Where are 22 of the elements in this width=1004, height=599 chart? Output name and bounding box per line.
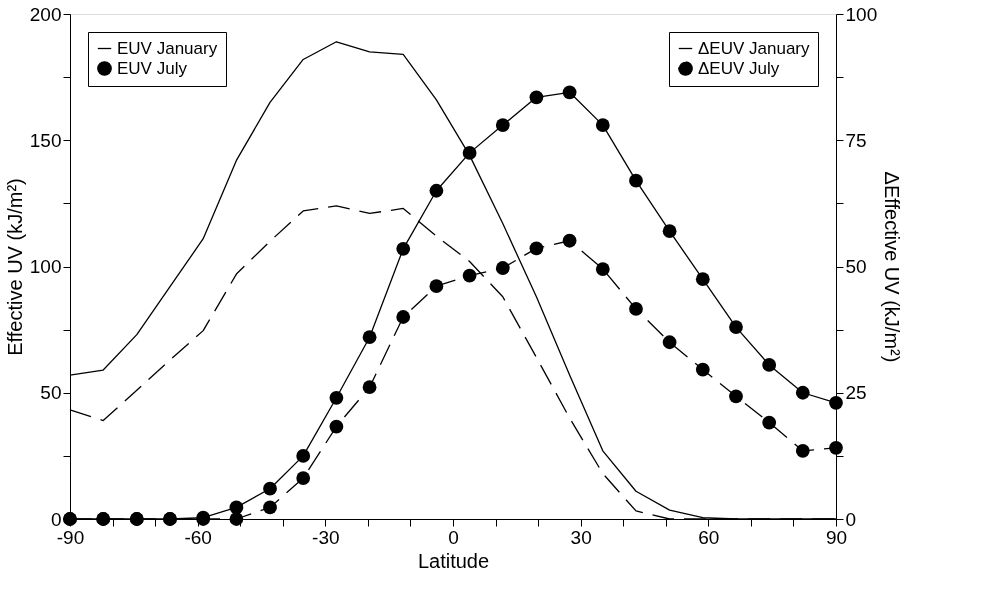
y-tick-label: 50 <box>40 382 62 404</box>
x-tick-label: 90 <box>825 526 848 548</box>
legend-label: ΔEUV January <box>698 38 811 58</box>
x-tick-label: 30 <box>570 526 592 548</box>
legend-label: ΔEUV July <box>698 58 780 78</box>
x-tick-label: 0 <box>448 526 459 548</box>
x-tick-label: -60 <box>184 526 212 548</box>
x-tick-label: 60 <box>698 526 720 548</box>
y-tick-label: 100 <box>29 256 62 277</box>
y-tick-label: 150 <box>29 129 62 151</box>
x-axis-title: Latitude <box>417 549 490 572</box>
y-axis-title: Effective UV (kJ/m²) <box>3 178 26 356</box>
legend-label: EUV January <box>117 38 218 58</box>
y-tick-label: 200 <box>29 3 62 25</box>
y2-tick-label: 25 <box>845 382 867 404</box>
y2-axis-title: ΔEffective UV (kJ/m²) <box>881 171 904 363</box>
y2-tick-label: 100 <box>845 3 878 25</box>
x-tick-label: -30 <box>312 526 340 548</box>
y2-tick-label: 0 <box>845 508 857 530</box>
y2-tick-label: 75 <box>845 129 867 151</box>
y2-tick-label: 50 <box>845 256 867 277</box>
legend-label: EUV July <box>117 58 188 78</box>
